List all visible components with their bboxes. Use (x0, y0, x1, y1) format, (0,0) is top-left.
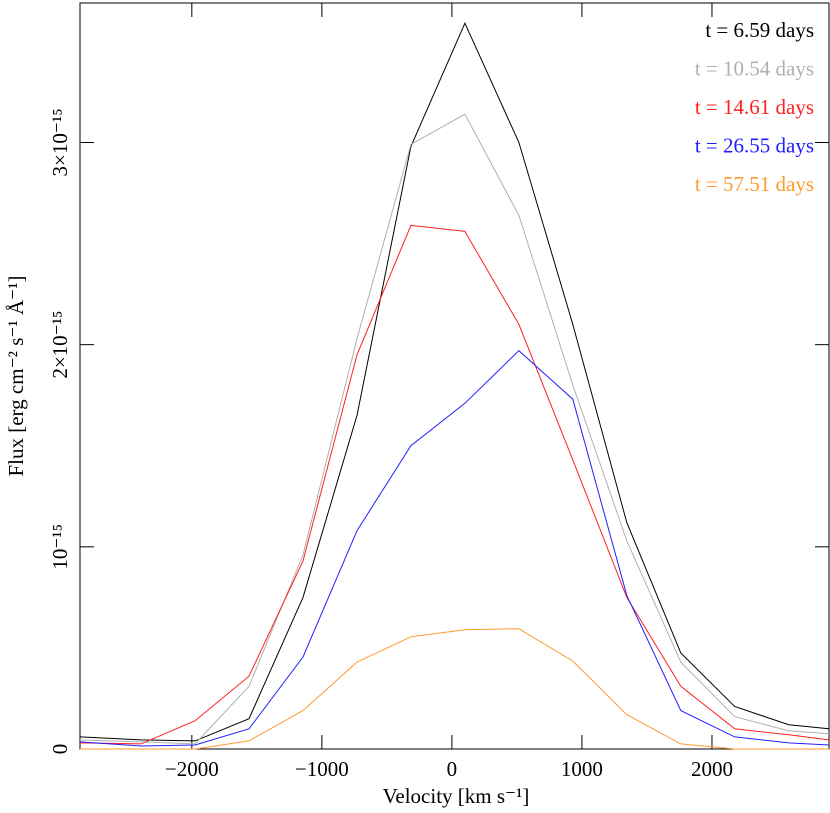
y-tick-label: 10⁻¹⁵ (48, 524, 72, 570)
series-line (80, 628, 829, 750)
series-line (79, 113, 830, 745)
series-line (79, 21, 830, 742)
series-line (79, 224, 830, 745)
y-tick-label: 0 (48, 744, 72, 755)
y-axis-label: Flux [erg cm⁻² s⁻¹ Å⁻¹] (4, 275, 28, 476)
legend-entry: t = 6.59 days (705, 18, 814, 42)
x-tick-label: 1000 (561, 757, 603, 781)
legend-entry: t = 14.61 days (695, 95, 814, 119)
legend-entry: t = 10.54 days (695, 56, 814, 80)
x-axis-label: Velocity [km s⁻¹] (383, 784, 530, 808)
legend-entry: t = 57.51 days (695, 172, 814, 196)
y-tick-label: 3×10⁻¹⁵ (48, 108, 72, 176)
plot-frame (79, 2, 830, 750)
x-tick-label: −1000 (295, 757, 349, 781)
x-tick-label: −2000 (165, 757, 219, 781)
series-line (79, 350, 830, 747)
legend-entry: t = 26.55 days (695, 133, 814, 157)
x-tick-label: 2000 (691, 757, 733, 781)
y-tick-label: 2×10⁻¹⁵ (48, 311, 72, 379)
x-tick-label: 0 (447, 757, 458, 781)
